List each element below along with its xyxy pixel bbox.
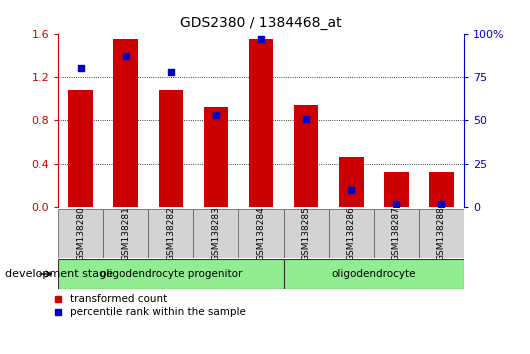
Bar — [103, 209, 148, 258]
Bar — [284, 209, 329, 258]
Point — [302, 116, 311, 121]
Bar — [374, 209, 419, 258]
Bar — [113, 39, 138, 207]
Point — [257, 36, 265, 42]
Text: percentile rank within the sample: percentile rank within the sample — [70, 307, 246, 317]
Bar — [58, 209, 103, 258]
Bar — [148, 209, 193, 258]
Text: GSM138281: GSM138281 — [121, 206, 130, 261]
Text: oligodendrocyte: oligodendrocyte — [331, 269, 416, 279]
Bar — [419, 209, 464, 258]
Bar — [158, 90, 183, 207]
Point — [121, 53, 130, 59]
Text: GSM138282: GSM138282 — [166, 206, 175, 261]
Point — [166, 69, 175, 75]
Bar — [329, 209, 374, 258]
Point — [76, 65, 85, 71]
Bar — [429, 172, 454, 207]
Bar — [193, 209, 238, 258]
Text: oligodendrocyte progenitor: oligodendrocyte progenitor — [100, 269, 242, 279]
Bar — [284, 259, 464, 289]
Text: GSM138280: GSM138280 — [76, 206, 85, 261]
Bar — [238, 209, 284, 258]
Text: GSM138287: GSM138287 — [392, 206, 401, 261]
Bar — [249, 39, 273, 207]
Text: GSM138285: GSM138285 — [302, 206, 311, 261]
Bar — [384, 172, 409, 207]
Bar — [294, 105, 319, 207]
Bar — [68, 90, 93, 207]
Text: GSM138283: GSM138283 — [211, 206, 220, 261]
Text: transformed count: transformed count — [70, 294, 167, 304]
Point — [437, 201, 445, 206]
Title: GDS2380 / 1384468_at: GDS2380 / 1384468_at — [180, 16, 342, 30]
Bar — [339, 157, 364, 207]
Point — [392, 201, 401, 206]
Bar — [204, 107, 228, 207]
Text: development stage: development stage — [5, 269, 113, 279]
Text: GSM138288: GSM138288 — [437, 206, 446, 261]
Bar — [58, 259, 284, 289]
Point — [347, 187, 355, 193]
Text: GSM138286: GSM138286 — [347, 206, 356, 261]
Point — [211, 112, 220, 118]
Text: GSM138284: GSM138284 — [257, 206, 266, 261]
